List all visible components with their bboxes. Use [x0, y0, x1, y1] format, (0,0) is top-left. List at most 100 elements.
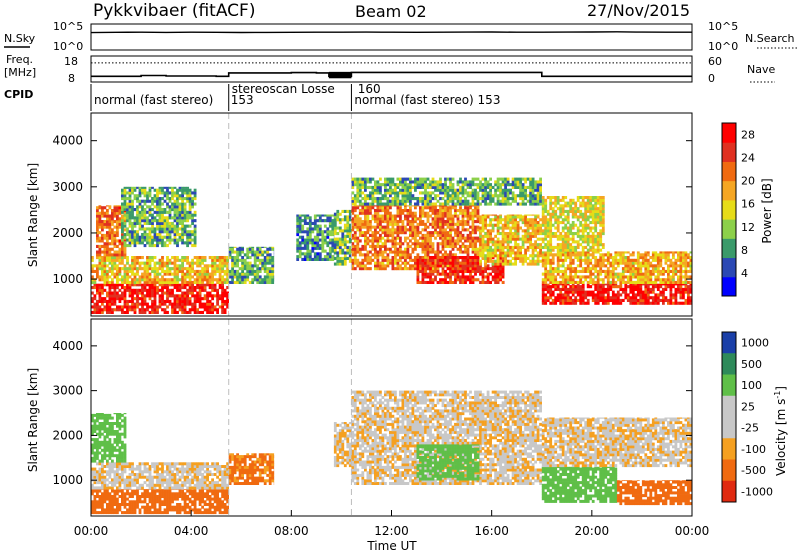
heatmap-cell — [469, 206, 472, 210]
heatmap-cell — [419, 264, 422, 268]
heatmap-cell — [504, 185, 507, 189]
heatmap-cell — [348, 223, 352, 227]
heatmap-cell — [123, 221, 127, 225]
heatmap-cell — [479, 183, 482, 187]
heatmap-cell — [379, 250, 382, 254]
heatmap-cell — [138, 194, 142, 198]
heatmap-cell — [143, 264, 147, 268]
beam-title: Beam 02 — [355, 2, 427, 21]
heatmap-cell — [484, 191, 487, 195]
heatmap-cell — [466, 202, 470, 206]
heatmap-cell — [301, 227, 305, 231]
heatmap-cell — [584, 267, 588, 271]
heatmap-cell — [469, 185, 472, 189]
heatmap-cell — [401, 194, 405, 198]
heatmap-cell — [471, 275, 475, 279]
heatmap-cell — [178, 264, 182, 268]
heatmap-cell — [411, 205, 415, 207]
heatmap-cell — [431, 256, 435, 260]
heatmap-cell — [454, 233, 457, 237]
heatmap-cell — [609, 285, 613, 289]
heatmap-cell — [491, 194, 495, 198]
heatmap-cell — [514, 237, 517, 241]
heatmap-cell — [461, 183, 465, 187]
heatmap-cell — [153, 216, 157, 220]
heatmap-cell — [606, 275, 610, 279]
heatmap-cell — [536, 256, 540, 260]
heatmap-cell — [136, 272, 139, 276]
heatmap-cell — [128, 294, 132, 298]
heatmap-cell — [424, 205, 427, 207]
heatmap-cell — [161, 294, 164, 298]
heatmap-cell — [188, 197, 192, 201]
heatmap-cell — [466, 256, 470, 260]
heatmap-cell — [253, 250, 257, 254]
heatmap-cell — [111, 242, 114, 246]
heatmap-cell — [481, 226, 485, 230]
heatmap-cell — [183, 191, 187, 195]
heatmap-cell — [369, 261, 372, 265]
heatmap-cell — [394, 228, 397, 232]
heatmap-cell — [151, 238, 154, 242]
heatmap-cell — [484, 177, 487, 181]
heatmap-cell — [253, 272, 257, 276]
heatmap-cell — [361, 231, 365, 235]
heatmap-cell — [499, 183, 502, 187]
heatmap-cell — [356, 222, 360, 226]
heatmap-cell — [434, 253, 437, 257]
heatmap-cell — [243, 272, 247, 276]
heatmap-cell — [476, 214, 480, 218]
heatmap-cell — [559, 251, 563, 254]
heatmap-cell — [449, 275, 452, 279]
heatmap-cell — [379, 261, 382, 265]
heatmap-cell — [123, 188, 127, 192]
heatmap-cell — [484, 185, 487, 189]
heatmap-cell — [223, 310, 227, 314]
heatmap-cell — [176, 221, 179, 225]
heatmap-cell — [181, 233, 184, 237]
heatmap-cell — [474, 236, 477, 240]
heatmap-cell — [559, 258, 563, 262]
heatmap-cell — [439, 256, 442, 260]
heatmap-cell — [361, 180, 365, 184]
heatmap-cell — [414, 244, 417, 248]
heatmap-cell — [333, 240, 337, 244]
heatmap-cell — [584, 253, 588, 257]
heatmap-cell — [221, 288, 224, 292]
heatmap-cell — [376, 185, 380, 189]
heatmap-cell — [396, 267, 400, 271]
heatmap-cell — [511, 194, 515, 198]
heatmap-cell — [186, 197, 189, 201]
heatmap-cell — [128, 305, 132, 309]
heatmap-cell — [466, 250, 470, 254]
heatmap-cell — [246, 278, 250, 282]
heatmap-cell — [569, 261, 573, 265]
heatmap-cell — [384, 256, 387, 260]
heatmap-cell — [268, 278, 272, 282]
cpid-segment-label: stereoscan Losse — [232, 82, 335, 96]
heatmap-cell — [426, 242, 430, 246]
heatmap-cell — [469, 239, 472, 243]
heatmap-cell — [148, 221, 152, 225]
heatmap-cell — [446, 242, 450, 246]
heatmap-cell — [176, 258, 179, 262]
heatmap-cell — [96, 220, 99, 224]
heatmap-cell — [459, 233, 462, 237]
heatmap-cell — [353, 256, 357, 260]
heatmap-cell — [106, 233, 109, 237]
heatmap-cell — [536, 185, 540, 189]
heatmap-cell — [366, 250, 370, 254]
heatmap-cell — [186, 230, 189, 234]
heatmap-cell — [651, 296, 655, 300]
heatmap-cell — [479, 267, 482, 271]
heatmap-cell — [559, 253, 563, 257]
heatmap-cell — [118, 247, 122, 251]
heatmap-cell — [358, 228, 362, 232]
heatmap-cell — [401, 209, 405, 213]
heatmap-cell — [178, 194, 182, 198]
heatmap-cell — [391, 228, 395, 232]
heatmap-cell — [231, 258, 234, 262]
heatmap-cell — [611, 298, 615, 302]
heatmap-cell — [121, 208, 124, 212]
heatmap-cell — [101, 244, 104, 248]
